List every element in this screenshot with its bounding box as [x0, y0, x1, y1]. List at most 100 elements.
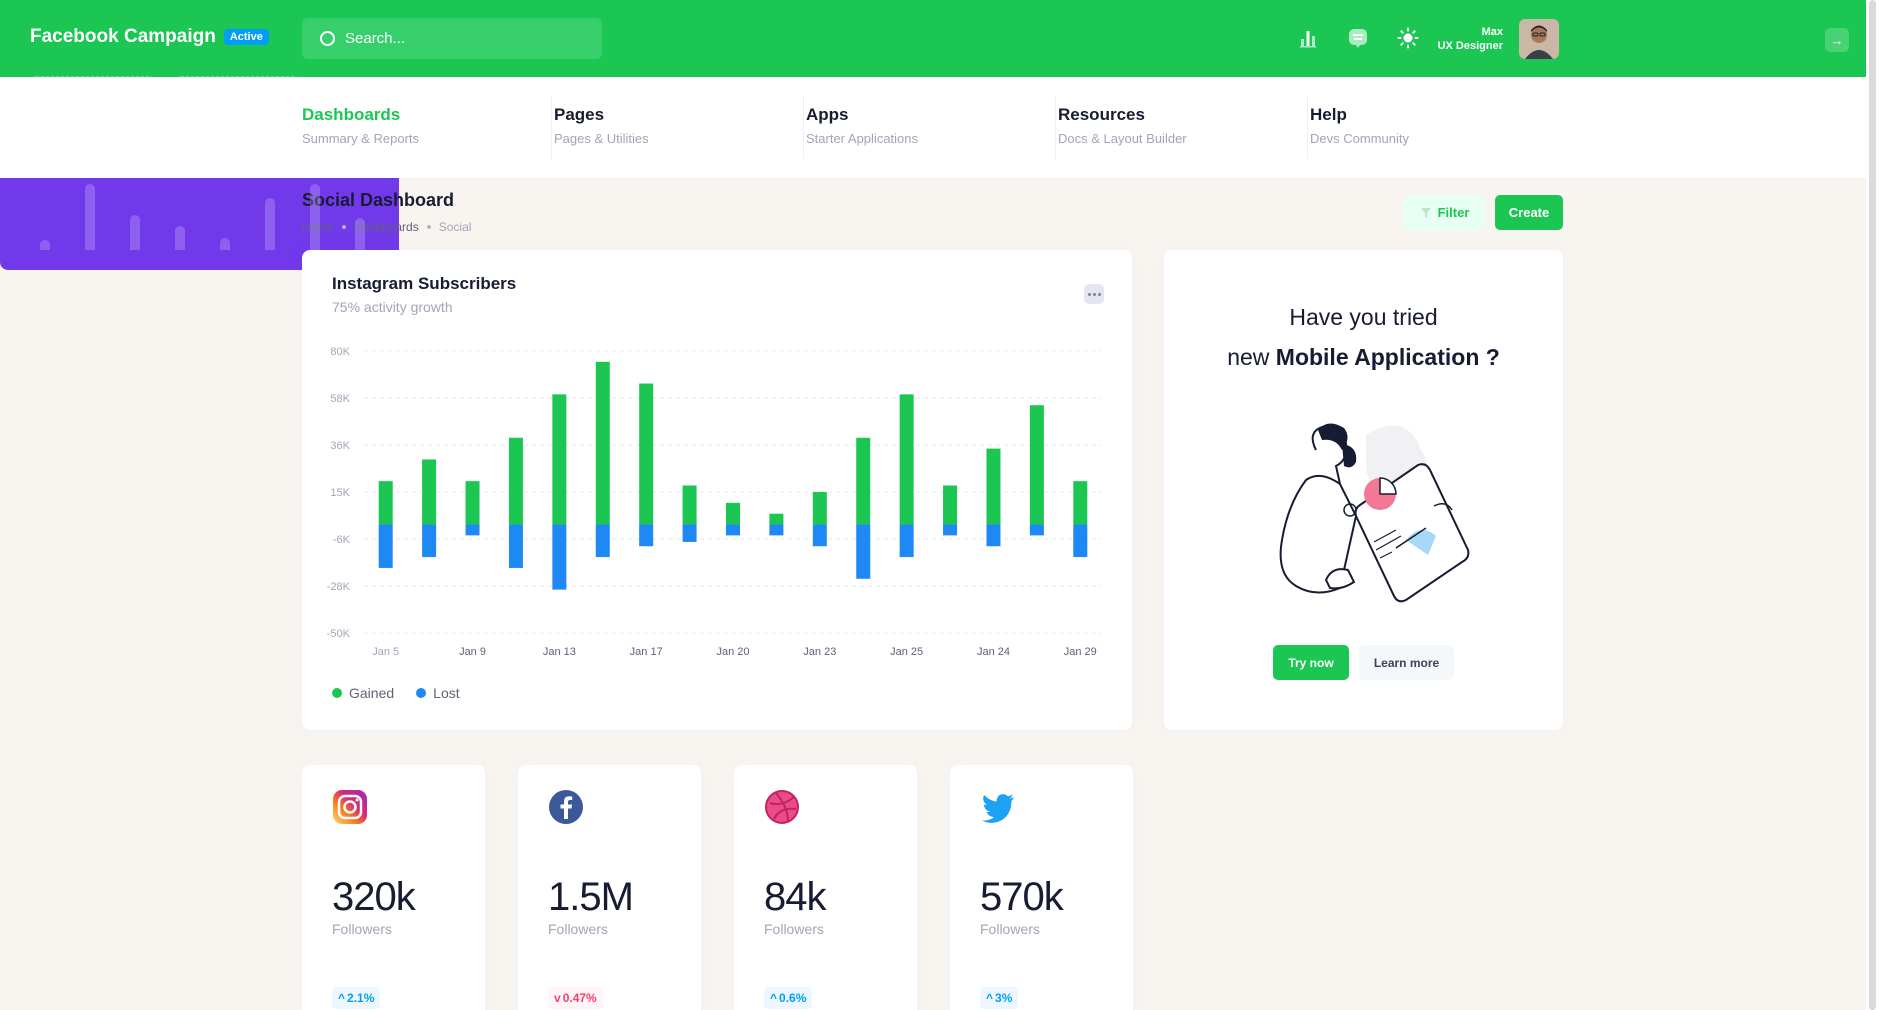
- sparkbar: [355, 218, 365, 250]
- bar-gained[interactable]: [812, 492, 827, 525]
- stat-value: 320k: [332, 875, 416, 919]
- campaign-title-text: Facebook Campaign: [30, 26, 216, 47]
- sun-icon[interactable]: [1394, 24, 1422, 52]
- mobile-app-illustration-icon: [1279, 423, 1470, 603]
- bar-lost[interactable]: [1073, 524, 1088, 558]
- bar-lost[interactable]: [943, 524, 958, 536]
- nav-separator: [551, 95, 552, 159]
- nav-resources[interactable]: Resources Docs & Layout Builder: [1058, 95, 1308, 159]
- stat-change-badge: ^ 3%: [980, 987, 1019, 1009]
- legend-lost[interactable]: Lost: [416, 685, 460, 701]
- user-info[interactable]: Max UX Designer: [1438, 26, 1503, 52]
- nav-help[interactable]: Help Devs Community: [1310, 95, 1560, 159]
- bar-lost[interactable]: [1029, 524, 1044, 536]
- promo-heading-line1: Have you tried: [1289, 304, 1438, 330]
- x-tick-label: Jan 17: [630, 646, 663, 658]
- filter-button[interactable]: Filter: [1404, 195, 1485, 230]
- bar-lost[interactable]: [856, 524, 871, 579]
- legend-gained[interactable]: Gained: [332, 685, 394, 701]
- dribbble-stat-card: 84k Followers ^ 0.6%: [734, 765, 917, 1010]
- x-tick-label: Jan 29: [1064, 646, 1097, 658]
- y-tick-label: 36K: [330, 440, 350, 452]
- bar-lost[interactable]: [812, 524, 827, 547]
- x-tick-label: Jan 13: [543, 646, 576, 658]
- bar-gained[interactable]: [986, 448, 1001, 525]
- bar-lost[interactable]: [422, 524, 437, 558]
- bar-lost[interactable]: [899, 524, 914, 558]
- mobile-app-promo-card: Have you tried new Mobile Application ? …: [1164, 250, 1563, 730]
- filter-icon: [1420, 207, 1431, 218]
- bar-lost[interactable]: [508, 524, 523, 568]
- page-title: Social Dashboard: [302, 190, 455, 210]
- bar-gained[interactable]: [726, 502, 740, 525]
- try-now-button[interactable]: Try now: [1273, 645, 1349, 680]
- create-button[interactable]: Create: [1495, 195, 1563, 230]
- scrollbar-thumb[interactable]: [1869, 0, 1876, 1010]
- bar-lost[interactable]: [726, 524, 740, 536]
- bar-gained[interactable]: [639, 383, 654, 525]
- stat-value: 1.5M: [548, 875, 634, 919]
- stat-change: 0.6%: [779, 991, 807, 1005]
- bar-lost[interactable]: [682, 524, 697, 542]
- x-tick-label: Jan 25: [890, 646, 923, 658]
- facebook-stat-card: 1.5M Followers v 0.47%: [518, 765, 701, 1010]
- breadcrumb-home[interactable]: Home: [302, 220, 334, 234]
- nav-separator: [1307, 95, 1308, 159]
- stat-change: 2.1%: [347, 991, 375, 1005]
- twitter-icon: [982, 794, 1014, 823]
- legend-dot-icon: [416, 688, 427, 698]
- arrow-up-icon: ^: [338, 991, 346, 1005]
- bar-lost[interactable]: [465, 524, 480, 536]
- search-input[interactable]: [345, 30, 575, 47]
- box-value: $4,368: [43, 87, 108, 110]
- nav-apps[interactable]: Apps Starter Applications: [806, 95, 1056, 159]
- nav-title: Help: [1310, 105, 1347, 124]
- stat-change: 3%: [995, 991, 1013, 1005]
- bar-gained[interactable]: [552, 394, 567, 525]
- search-box[interactable]: [302, 18, 602, 59]
- nav-dashboards[interactable]: Dashboards Summary & Reports: [302, 95, 552, 159]
- stat-change: 0.47%: [562, 991, 597, 1005]
- breadcrumb-dashboards[interactable]: Dashboards: [354, 220, 419, 234]
- sparkbar: [85, 184, 95, 250]
- bar-gained[interactable]: [465, 481, 480, 525]
- page-scrollbar[interactable]: [1866, 0, 1879, 1010]
- bar-lost[interactable]: [639, 524, 654, 547]
- sparkbar: [40, 240, 50, 250]
- nav-title: Apps: [806, 105, 849, 124]
- bar-chart-icon[interactable]: [1294, 24, 1322, 52]
- nav-separator: [1055, 95, 1056, 159]
- bar-lost[interactable]: [595, 524, 610, 558]
- bar-lost[interactable]: [986, 524, 1001, 547]
- bar-gained[interactable]: [856, 437, 871, 525]
- bar-gained[interactable]: [769, 513, 784, 525]
- bar-gained[interactable]: [378, 481, 393, 525]
- bar-gained[interactable]: [1029, 405, 1044, 525]
- nav-separator: [803, 95, 804, 159]
- nav-pages[interactable]: Pages Pages & Utilities: [554, 95, 804, 159]
- instagram-subscribers-card: Instagram Subscribers 75% activity growt…: [302, 250, 1132, 730]
- user-name: Max: [1481, 26, 1503, 38]
- bar-gained[interactable]: [1073, 481, 1088, 525]
- y-tick-label: 80K: [330, 346, 350, 358]
- bar-gained[interactable]: [943, 485, 958, 525]
- avatar[interactable]: [1519, 19, 1559, 59]
- learn-more-button[interactable]: Learn more: [1359, 645, 1454, 680]
- bar-gained[interactable]: [899, 394, 914, 525]
- nav-title: Pages: [554, 105, 605, 124]
- bar-lost[interactable]: [552, 524, 567, 590]
- bar-gained[interactable]: [595, 361, 610, 525]
- bar-gained[interactable]: [422, 459, 437, 525]
- more-menu-icon[interactable]: [1084, 284, 1104, 304]
- bar-lost[interactable]: [378, 524, 393, 568]
- sparkbar: [265, 198, 275, 250]
- chat-icon[interactable]: [1344, 24, 1372, 52]
- campaign-title: Facebook Campaign Active: [30, 26, 269, 48]
- bar-lost[interactable]: [769, 524, 784, 536]
- bar-gained[interactable]: [508, 437, 523, 525]
- nav-subtitle: Devs Community: [1310, 131, 1409, 146]
- top-bar: Max UX Designer: [0, 0, 1866, 77]
- bar-gained[interactable]: [682, 485, 697, 525]
- promo-heading-pre: new: [1227, 344, 1270, 370]
- arrow-right-icon[interactable]: →: [1825, 28, 1849, 52]
